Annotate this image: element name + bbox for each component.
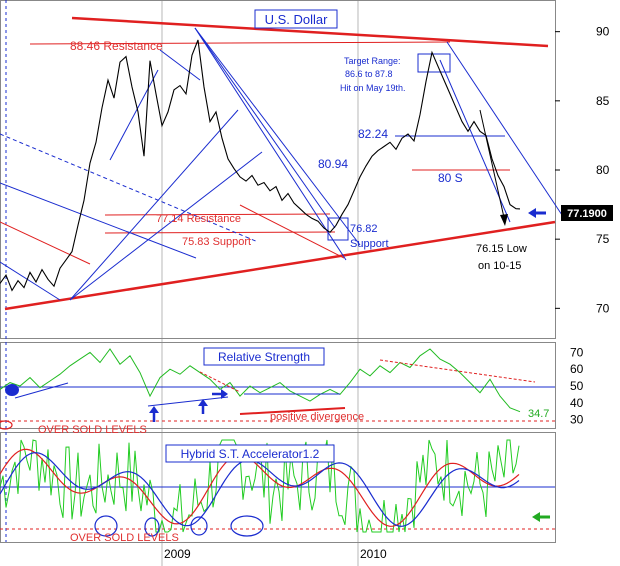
- blue-right-diag: [446, 41, 563, 216]
- annotation-low-date: on 10-15: [478, 260, 521, 272]
- rsi-red-dashed: [379, 359, 536, 383]
- red-diag-1: [0, 221, 91, 265]
- up-arrow-icon-1: [149, 406, 159, 422]
- up-arrow-icon-2: [198, 399, 208, 414]
- annotation-target-range: Target Range:: [344, 56, 401, 66]
- price-axis: 70 75 80 85 90: [555, 25, 610, 315]
- osc-title-box: [165, 444, 335, 463]
- osc-blue-line: [0, 452, 520, 527]
- rsi-blue-trend: [147, 396, 229, 407]
- price-axis-tick-label: 85: [596, 94, 610, 108]
- blue-cross-line: [159, 49, 201, 81]
- annotation-75-support: 75.83 Support: [182, 236, 251, 248]
- resistance-77-line: [104, 213, 331, 216]
- rsi-axis-tick-label: 30: [570, 413, 584, 427]
- rsi-axis: 30 40 50 60 70: [570, 345, 584, 426]
- right-arrow-icon: [528, 208, 546, 218]
- rsi-series-line: [0, 348, 521, 413]
- rsi-axis-tick-label: 60: [570, 362, 584, 376]
- x-label-2009: 2009: [164, 547, 191, 561]
- blue-fan-2: [69, 151, 263, 301]
- rsi-left-circle: [5, 384, 19, 396]
- rsi-divergence-line: [239, 407, 346, 415]
- x-label-2010: 2010: [360, 547, 387, 561]
- rsi-axis-tick-label: 50: [570, 379, 584, 393]
- blue-left-line-2: [0, 261, 61, 301]
- annotation-77-resistance: 77.14 Resistance: [156, 213, 241, 225]
- osc-annotation-oversold: OVER SOLD LEVELS: [70, 532, 179, 544]
- rsi-title: Relative Strength: [218, 350, 310, 364]
- blue-dashed-line: [0, 133, 259, 243]
- rsi-title-box: [203, 347, 325, 366]
- osc-circle-1: [94, 515, 118, 537]
- red-diag-2: [239, 204, 345, 259]
- osc-circle-3: [190, 516, 208, 536]
- rsi-axis-tick-label: 40: [570, 396, 584, 410]
- price-axis-tick-label: 70: [596, 301, 610, 315]
- last-value-label: 77.1900: [567, 208, 607, 220]
- annotation-76-15-low: 76.15 Low: [476, 243, 527, 255]
- blue-fan-3: [109, 69, 159, 161]
- annotation-76-82: 76.82: [350, 223, 378, 235]
- rsi-red-dashed-2: [199, 371, 241, 393]
- price-axis-tick-label: 90: [596, 25, 610, 39]
- resistance-trendline: [71, 16, 549, 48]
- rsi-axis-tick-label: 70: [570, 345, 584, 359]
- blue-diag-b: [194, 27, 361, 246]
- annotation-target-hit: Hit on May 19th.: [340, 83, 406, 93]
- right-arrow-rsi-icon: [212, 389, 228, 399]
- low-arrow-line: [479, 109, 506, 223]
- annotation-target-values: 86.6 to 87.8: [345, 69, 393, 79]
- blue-diag-c: [194, 27, 336, 229]
- blue-fan-1: [69, 109, 239, 301]
- rsi-annotation-oversold: OVER SOLD LEVELS: [38, 424, 147, 436]
- osc-circle-2: [144, 517, 160, 537]
- rsi-blue-trend-2: [14, 382, 69, 399]
- osc-circle-4: [230, 515, 264, 537]
- annotation-support: Support: [350, 238, 389, 250]
- osc-red-line: [0, 448, 520, 527]
- target-range-box: [417, 53, 451, 73]
- last-value-box: [561, 205, 613, 221]
- blue-left-line: [0, 182, 197, 259]
- price-series-line: [0, 39, 521, 292]
- blue-right-diag-2: [439, 59, 511, 223]
- rsi-last-value: 34.7: [528, 408, 549, 420]
- price-axis-tick-label: 75: [596, 232, 610, 246]
- resistance-88-line: [29, 41, 451, 45]
- support-75-line: [104, 231, 336, 234]
- annotation-88-resistance: 88.46 Resistance: [70, 39, 163, 53]
- price-title-box: [254, 9, 338, 29]
- price-title: U.S. Dollar: [265, 12, 329, 27]
- price-axis-tick-label: 80: [596, 163, 610, 177]
- low-arrow-head: [500, 214, 508, 226]
- osc-title: Hybrid S.T. Accelerator1.2: [181, 447, 320, 461]
- annotation-82-24: 82.24: [358, 127, 388, 141]
- support-trendline: [4, 220, 556, 311]
- blue-diag-a: [194, 27, 347, 261]
- support-box: [327, 217, 349, 241]
- left-arrow-osc-icon: [532, 512, 550, 522]
- annotation-80-s: 80 S: [438, 171, 463, 185]
- rsi-annotation-divergence: positive divergence: [270, 411, 364, 423]
- annotation-80-94: 80.94: [318, 157, 348, 171]
- rsi-oversold-circle: [0, 420, 13, 430]
